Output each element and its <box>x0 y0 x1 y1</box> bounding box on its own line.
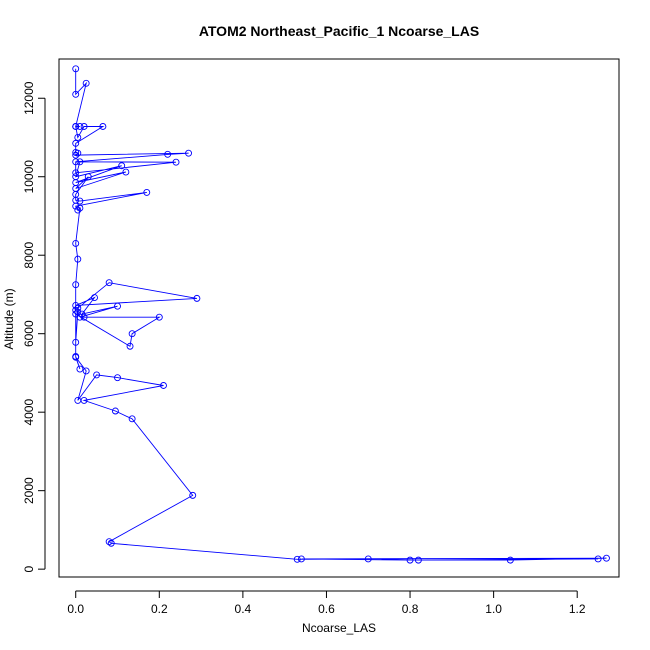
data-point <box>93 371 101 379</box>
data-point <box>72 139 80 147</box>
data-point <box>122 168 130 176</box>
data-point <box>164 150 172 158</box>
data-point <box>172 158 180 166</box>
data-point <box>80 396 88 404</box>
data-point <box>76 204 84 212</box>
data-point <box>189 491 197 499</box>
data-point <box>76 365 84 373</box>
y-tick-label: 10000 <box>22 160 36 194</box>
data-point <box>185 149 193 157</box>
data-point <box>72 301 80 309</box>
data-point <box>74 134 82 141</box>
data-point <box>72 158 80 166</box>
data-point <box>99 123 107 130</box>
data-point <box>414 556 422 564</box>
data-point <box>160 382 167 389</box>
x-tick-label: 0.4 <box>235 602 252 616</box>
data-point <box>128 415 136 423</box>
data-point <box>118 162 126 170</box>
data-point <box>193 294 201 302</box>
x-tick-label: 1.2 <box>569 602 586 616</box>
data-point <box>72 353 80 361</box>
data-point <box>72 281 80 289</box>
data-point <box>72 306 80 314</box>
data-point <box>143 188 151 196</box>
y-tick-label: 4000 <box>22 399 36 426</box>
series-lines <box>74 68 607 561</box>
x-tick-label: 0.8 <box>402 602 419 616</box>
y-tick-label: 0 <box>22 565 36 572</box>
series-points <box>72 65 610 564</box>
data-point <box>82 79 90 87</box>
x-tick-label: 0.2 <box>151 602 168 616</box>
data-point <box>72 123 80 130</box>
data-point <box>72 239 80 247</box>
y-axis-label: Altitude (m) <box>2 288 16 349</box>
y-tick-label: 6000 <box>22 320 36 347</box>
data-point <box>76 123 84 130</box>
data-point <box>105 279 113 287</box>
data-point <box>80 313 88 321</box>
data-point <box>105 538 113 546</box>
data-point <box>128 330 136 338</box>
data-point <box>111 407 119 415</box>
data-point <box>76 197 84 205</box>
data-point <box>603 554 610 562</box>
data-point <box>91 294 98 302</box>
x-tick-label: 0.0 <box>67 602 84 616</box>
y-tick-label: 12000 <box>22 81 36 115</box>
data-point <box>297 555 305 563</box>
data-point <box>72 338 80 346</box>
data-point <box>74 149 82 157</box>
data-point <box>82 367 90 375</box>
y-tick-label: 8000 <box>22 242 36 269</box>
x-tick-label: 0.6 <box>318 602 335 616</box>
data-point <box>594 555 602 563</box>
data-point <box>406 556 414 564</box>
x-axis: 0.0 0.2 0.4 0.6 0.8 1.0 1.2 <box>67 590 586 616</box>
data-point <box>84 173 92 181</box>
chart-title: ATOM2 Northeast_Pacific_1 Ncoarse_LAS <box>199 23 479 39</box>
data-point <box>76 158 84 166</box>
plot-frame <box>58 58 620 578</box>
data-point <box>72 65 80 73</box>
data-point <box>107 539 115 547</box>
y-tick-label: 2000 <box>22 477 36 504</box>
data-point <box>72 310 80 318</box>
data-point <box>364 555 372 563</box>
data-point <box>74 255 82 263</box>
x-axis-label: Ncoarse_LAS <box>302 621 376 635</box>
y-axis: 0 2000 4000 6000 8000 10000 12000 <box>22 81 46 572</box>
data-point <box>506 556 514 564</box>
data-point <box>126 342 134 350</box>
data-point <box>80 123 88 130</box>
data-point <box>72 169 80 177</box>
data-point <box>293 555 301 563</box>
data-point <box>114 302 121 310</box>
data-point <box>74 206 82 214</box>
series-line <box>74 68 607 561</box>
data-point <box>155 313 163 321</box>
data-point <box>114 374 121 382</box>
data-point <box>72 90 80 98</box>
data-point <box>72 202 80 210</box>
x-tick-label: 1.0 <box>485 602 502 616</box>
data-point <box>72 151 80 159</box>
